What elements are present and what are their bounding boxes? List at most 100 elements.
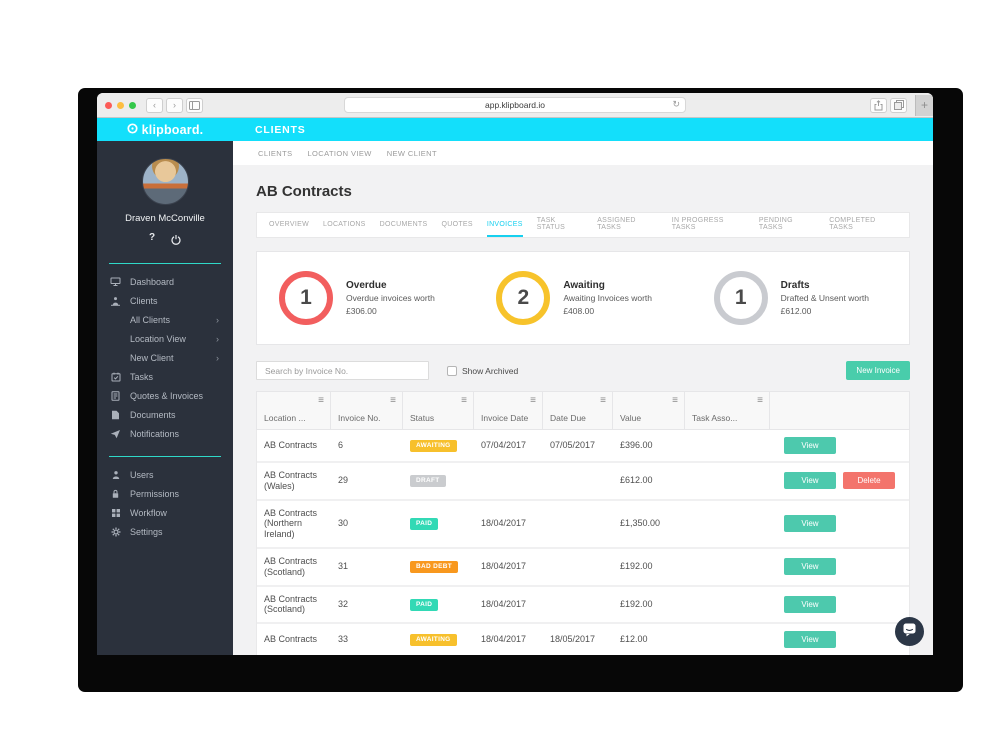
- tab-locations[interactable]: LOCATIONS: [323, 220, 366, 228]
- sidebar-item-label: New Client: [130, 352, 174, 363]
- new-tab-button[interactable]: +: [915, 94, 933, 116]
- tab-completed-tasks[interactable]: COMPLETED TASKS: [829, 217, 876, 231]
- breadcrumb-item-new-client[interactable]: NEW CLIENT: [386, 148, 437, 158]
- stat-amount: £612.00: [780, 305, 812, 316]
- minimize-window-button[interactable]: [117, 101, 124, 109]
- column-header-location[interactable]: Location ... ≡: [257, 392, 331, 429]
- delete-button[interactable]: Delete: [843, 472, 895, 490]
- grid-icon: [110, 508, 121, 518]
- breadcrumb-item-clients[interactable]: CLIENTS: [258, 148, 293, 158]
- chevron-right-icon: ›: [216, 333, 219, 344]
- column-label: Location ...: [264, 413, 306, 423]
- column-header-task-asso[interactable]: Task Asso... ≡: [685, 392, 770, 429]
- sidebar-item-users[interactable]: Users: [97, 465, 233, 484]
- browser-window: ‹ › app.klipboard.io ↻ +: [97, 93, 933, 655]
- chat-launcher[interactable]: [895, 617, 924, 646]
- url-text: app.klipboard.io: [484, 100, 545, 110]
- close-window-button[interactable]: [105, 101, 112, 109]
- column-header-value[interactable]: Value ≡: [613, 392, 685, 429]
- column-label: Status: [410, 413, 435, 423]
- chrome-right-buttons: +: [870, 93, 933, 117]
- user-icon: [110, 470, 121, 480]
- sidebar-item-quotes-invoices[interactable]: Quotes & Invoices: [97, 386, 233, 405]
- view-button[interactable]: View: [784, 437, 836, 454]
- cell-invoice_date: 07/04/2017: [481, 440, 527, 451]
- sidebar-item-new-client[interactable]: New Client ›: [97, 348, 233, 367]
- view-button[interactable]: View: [784, 472, 836, 490]
- column-label: Invoice No.: [338, 413, 381, 423]
- tab-quotes[interactable]: QUOTES: [441, 220, 473, 228]
- cell-actions: View: [770, 430, 909, 461]
- view-button[interactable]: View: [784, 558, 836, 576]
- app-logo[interactable]: klipboard.: [97, 121, 233, 139]
- user-avatar[interactable]: [141, 158, 189, 205]
- new-invoice-button[interactable]: New Invoice: [846, 361, 910, 380]
- sidebar-item-location-view[interactable]: Location View ›: [97, 329, 233, 348]
- invoice-icon: [110, 390, 121, 401]
- show-archived-checkbox[interactable]: [447, 365, 457, 376]
- cell-invoice_date: 18/04/2017: [481, 561, 527, 572]
- tab-invoices[interactable]: INVOICES: [486, 213, 523, 237]
- column-menu-icon[interactable]: ≡: [757, 395, 763, 406]
- cell-status: AWAITING: [403, 626, 474, 653]
- column-menu-icon[interactable]: ≡: [530, 395, 536, 406]
- stat-description: Overdue invoices worth: [346, 292, 435, 303]
- back-button[interactable]: ‹: [146, 97, 163, 113]
- sidebar-item-clients[interactable]: Clients: [97, 291, 233, 310]
- tab-task-status[interactable]: TASK STATUS: [536, 217, 566, 231]
- invoice-stats-card: 1 Overdue Overdue invoices worth £306.00 2 Aw…: [256, 251, 910, 345]
- main-content: CLIENTS LOCATION VIEW NEW CLIENT AB Contra…: [233, 141, 933, 655]
- sidebar-item-label: Notifications: [130, 428, 180, 439]
- view-button[interactable]: View: [784, 631, 836, 649]
- help-icon[interactable]: ?: [148, 232, 156, 243]
- view-button[interactable]: View: [784, 595, 836, 613]
- column-menu-icon[interactable]: ≡: [672, 395, 678, 406]
- column-menu-icon[interactable]: ≡: [600, 395, 606, 406]
- sidebar-item-label: Documents: [130, 409, 176, 420]
- forward-button[interactable]: ›: [166, 97, 183, 113]
- column-header-date-due[interactable]: Date Due ≡: [543, 392, 613, 429]
- address-bar[interactable]: app.klipboard.io ↻: [344, 97, 686, 113]
- tab-assigned-tasks[interactable]: ASSIGNED TASKS: [597, 217, 636, 231]
- sidebar-item-tasks[interactable]: Tasks: [97, 367, 233, 386]
- cell-task: [685, 439, 770, 453]
- cell-value: £396.00: [620, 440, 653, 451]
- user-name: Draven McConville: [125, 213, 205, 224]
- view-button[interactable]: View: [784, 515, 836, 533]
- sidebar-item-permissions[interactable]: Permissions: [97, 484, 233, 503]
- refresh-icon[interactable]: ↻: [672, 99, 680, 109]
- column-header-invoice-date[interactable]: Invoice Date ≡: [474, 392, 543, 429]
- share-icon[interactable]: [870, 97, 887, 113]
- maximize-window-button[interactable]: [129, 101, 136, 109]
- breadcrumb-item-location-view[interactable]: LOCATION VIEW: [307, 148, 372, 158]
- cell-invoice_no: 33: [338, 634, 349, 645]
- tab-documents[interactable]: DOCUMENTS: [379, 220, 428, 228]
- sidebar-toggle-icon[interactable]: [186, 97, 203, 113]
- column-header-status[interactable]: Status ≡: [403, 392, 474, 429]
- sidebar-item-workflow[interactable]: Workflow: [97, 503, 233, 522]
- column-menu-icon[interactable]: ≡: [461, 395, 467, 406]
- column-menu-icon[interactable]: ≡: [318, 395, 324, 406]
- column-header-invoice-no[interactable]: Invoice No. ≡: [331, 392, 403, 429]
- app-logo-text: klipboard.: [141, 122, 204, 137]
- stat-ring: 1: [279, 271, 333, 325]
- tabs-overview-icon[interactable]: [890, 97, 907, 113]
- column-menu-icon[interactable]: ≡: [390, 395, 396, 406]
- section-title: CLIENTS: [255, 123, 306, 136]
- sidebar-item-all-clients[interactable]: All Clients ›: [97, 310, 233, 329]
- tab-overview[interactable]: OVERVIEW: [269, 220, 310, 228]
- breadcrumb: CLIENTS LOCATION VIEW NEW CLIENT: [233, 141, 933, 165]
- search-input[interactable]: [256, 361, 429, 380]
- cell-actions: View Delete: [770, 465, 909, 496]
- tab-in-progress-tasks[interactable]: IN PROGRESS TASKS: [671, 217, 724, 231]
- cell-date_due: 18/05/2017: [550, 634, 596, 645]
- table-row: AB Contracts (Wales) 29 DRAFT £612.00 View De…: [257, 463, 909, 501]
- sidebar: Draven McConville ? Dashboard Clients All …: [97, 141, 233, 655]
- sidebar-item-documents[interactable]: Documents: [97, 405, 233, 424]
- show-archived-label: Show Archived: [462, 365, 519, 376]
- sidebar-item-notifications[interactable]: Notifications: [97, 424, 233, 443]
- sidebar-item-dashboard[interactable]: Dashboard: [97, 272, 233, 291]
- logout-icon[interactable]: [171, 232, 181, 250]
- sidebar-item-settings[interactable]: Settings: [97, 522, 233, 541]
- tab-pending-tasks[interactable]: PENDING TASKS: [758, 217, 793, 231]
